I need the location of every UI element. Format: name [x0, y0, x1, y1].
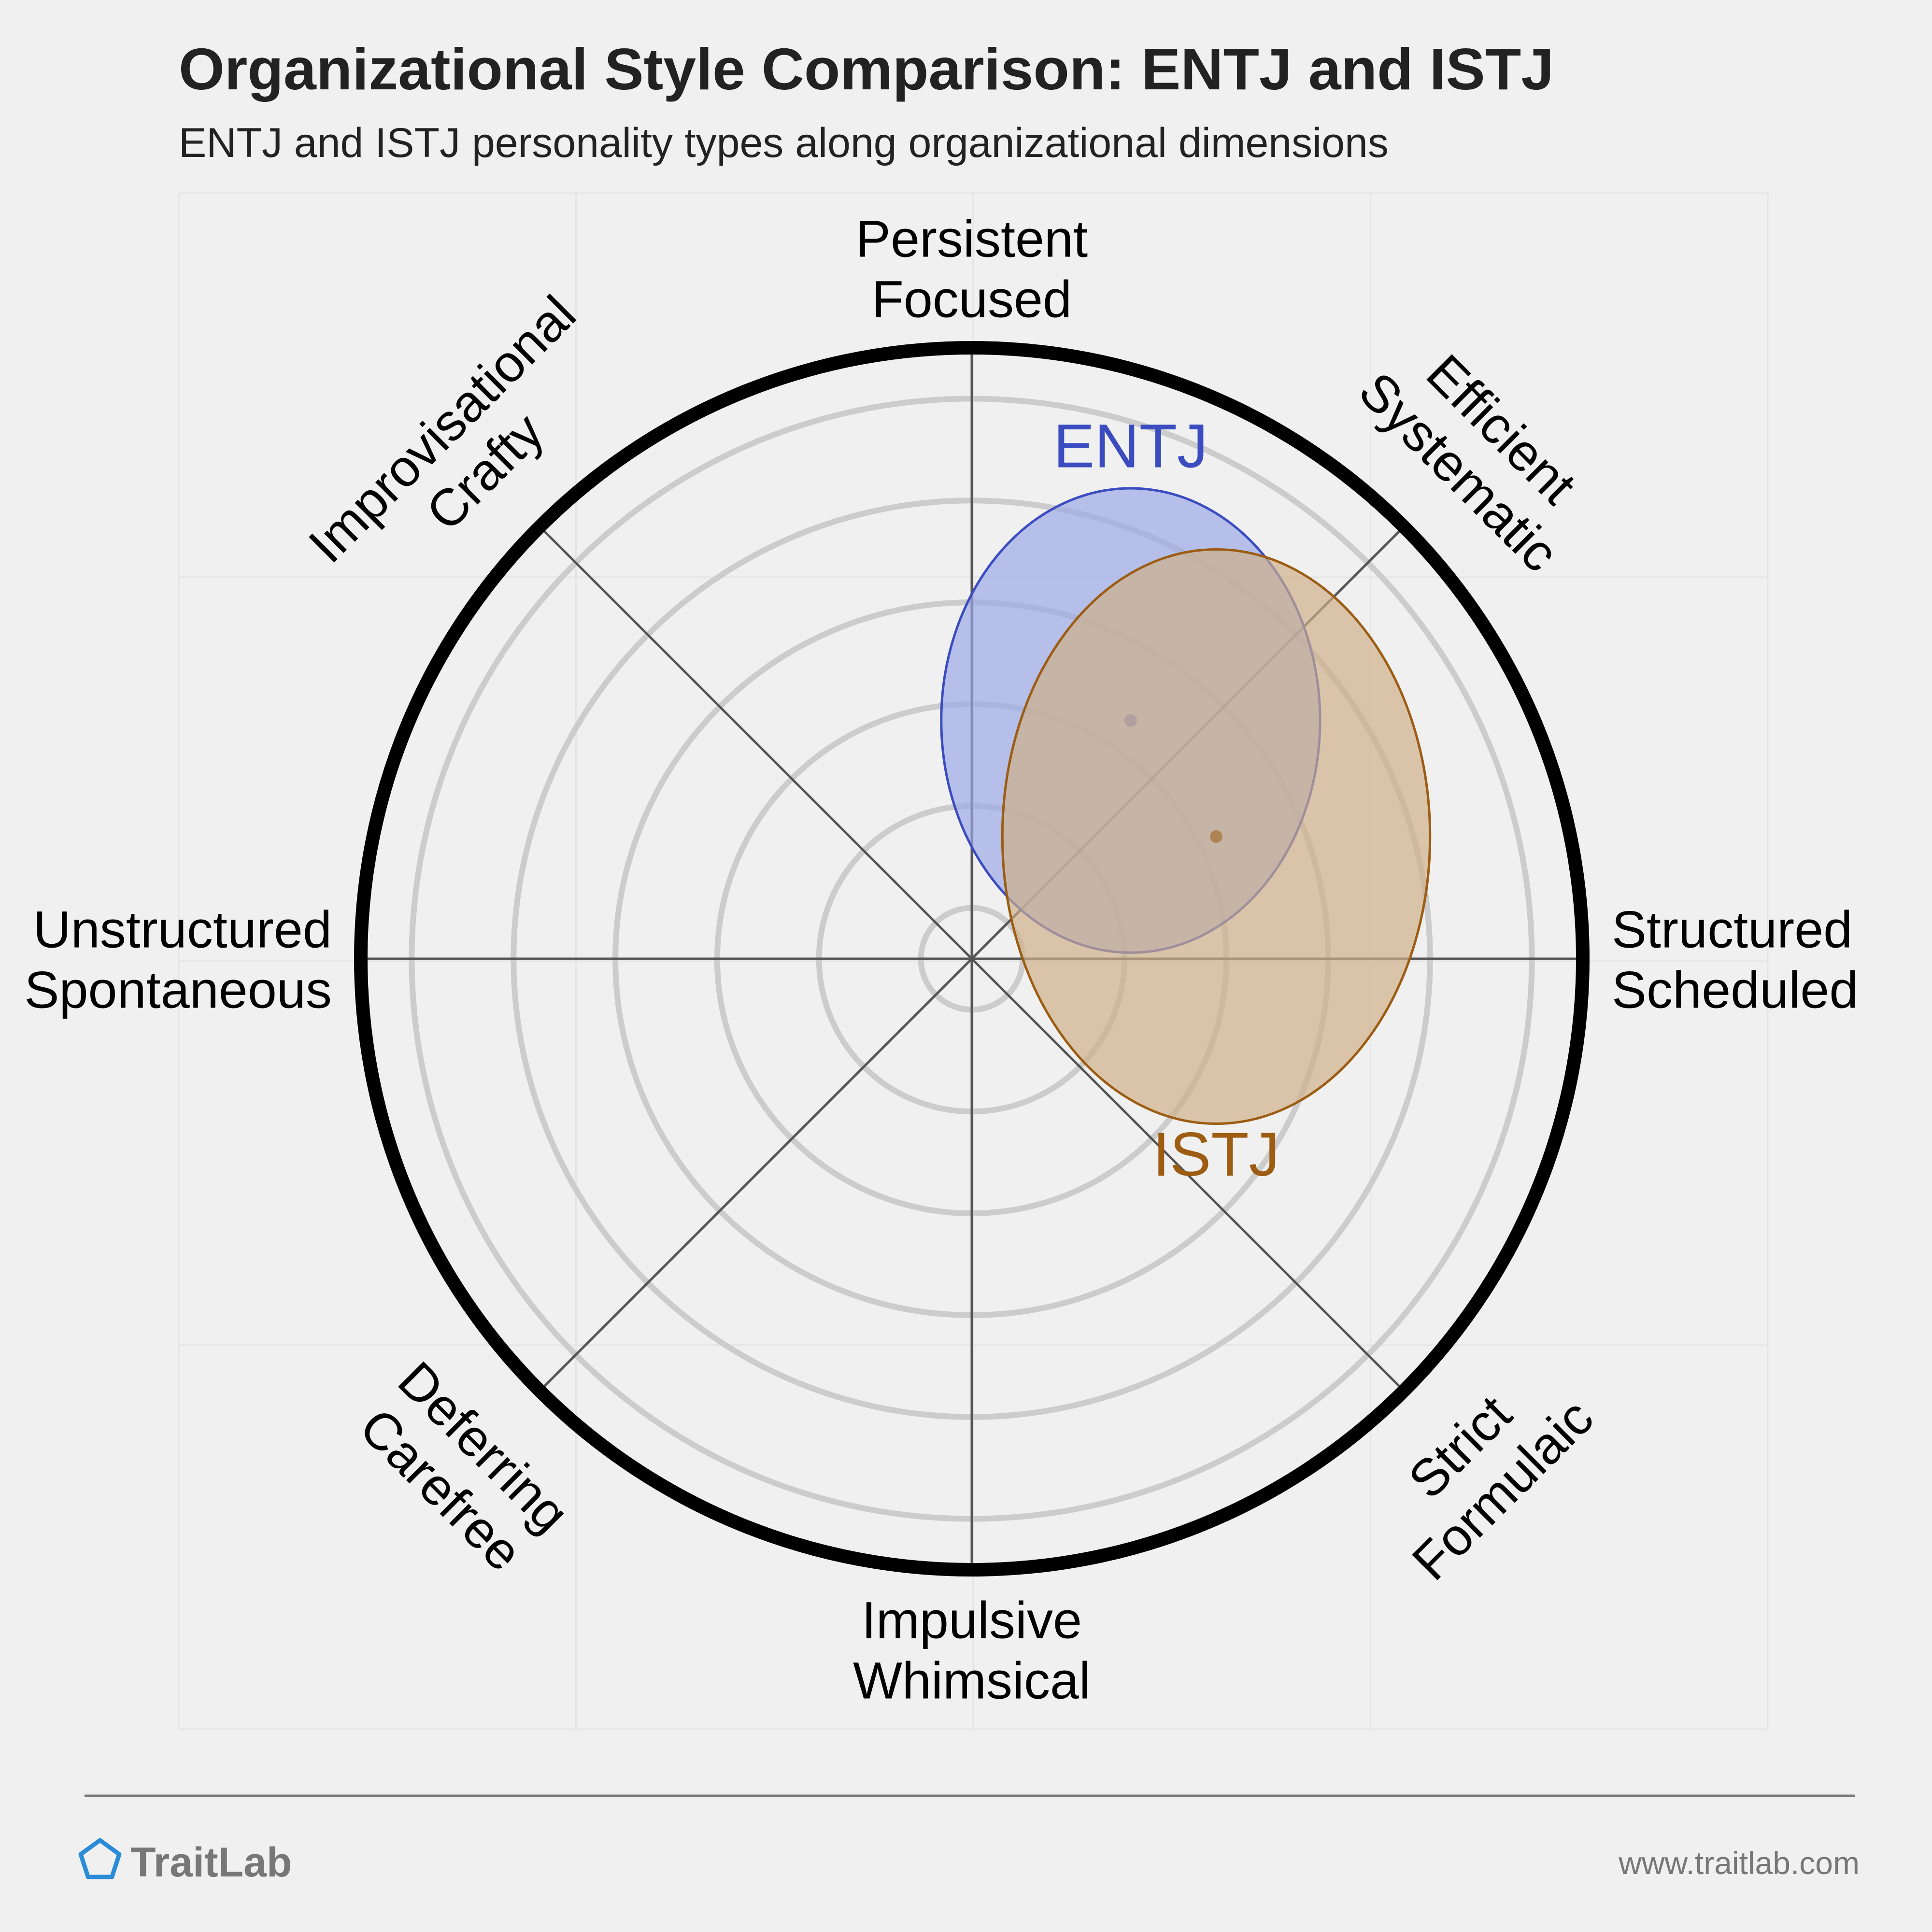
axis-label-line: Spontaneous — [24, 960, 332, 1019]
series-layer: ENTJ ISTJ — [940, 412, 1432, 1189]
pentagon-logo-icon — [78, 1838, 122, 1879]
axis-label-line: Structured — [1612, 900, 1852, 958]
axis-spoke-northwest — [539, 526, 973, 960]
series-label-istj: ISTJ — [1152, 1120, 1279, 1189]
chart-title: Organizational Style Comparison: ENTJ an… — [179, 36, 1554, 102]
axis-spoke-southwest — [539, 958, 973, 1392]
axis-spoke-southeast — [971, 958, 1405, 1392]
axis-label-line: Focused — [872, 270, 1072, 328]
axis-label-line: Persistent — [856, 209, 1088, 268]
axis-label-line: Impulsive — [862, 1591, 1082, 1649]
outer-ring — [354, 341, 1590, 1577]
axis-label-line: Unstructured — [33, 900, 332, 958]
axis-label-line: Scheduled — [1612, 960, 1858, 1019]
footer-url: www.traitlab.com — [1618, 1845, 1860, 1881]
axis-label-line: Whimsical — [853, 1651, 1091, 1709]
center-point-istj — [1210, 830, 1222, 843]
series-label-entj: ENTJ — [1053, 412, 1208, 481]
chart-subtitle: ENTJ and ISTJ personality types along or… — [179, 120, 1389, 166]
footer-brand: TraitLab — [130, 1839, 292, 1886]
